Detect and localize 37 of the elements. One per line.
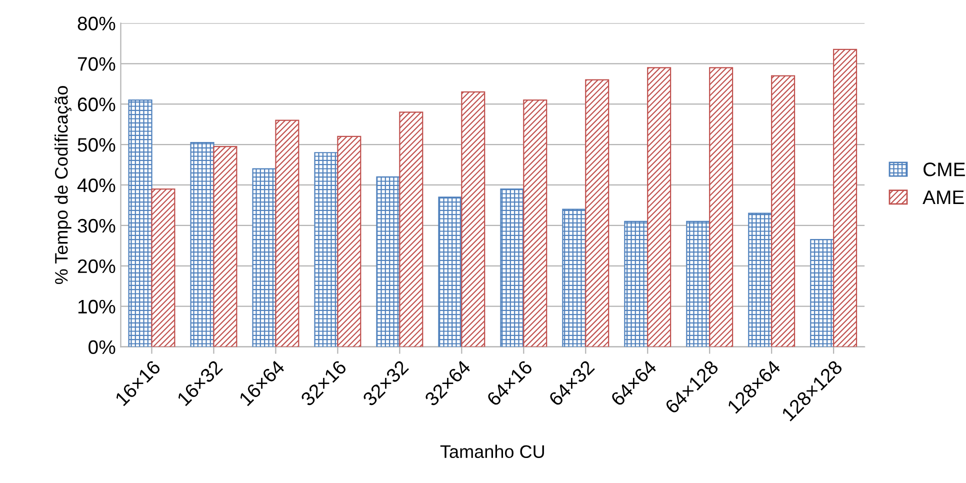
bar — [523, 99, 548, 347]
bar — [438, 196, 462, 347]
bar — [337, 136, 362, 347]
bar — [562, 208, 586, 347]
bar — [771, 75, 796, 347]
bar — [376, 176, 400, 347]
bar — [585, 79, 610, 347]
bar — [213, 146, 238, 347]
legend-label: CME — [924, 162, 965, 176]
bar — [275, 120, 300, 347]
x-axis-title: Tamanho CU — [440, 444, 544, 458]
bar — [686, 220, 710, 347]
bar — [748, 212, 772, 347]
bar — [128, 99, 152, 347]
bar — [151, 188, 176, 347]
bar — [314, 152, 338, 347]
y-tick-label: 10% — [78, 300, 116, 314]
bar — [190, 142, 214, 347]
y-tick-label: 80% — [78, 16, 116, 30]
y-tick-label: 0% — [88, 340, 116, 354]
y-axis-title: % Tempo de Codificação — [54, 86, 72, 284]
y-tick-label: 70% — [78, 57, 116, 71]
y-tick-label: 20% — [78, 259, 116, 274]
legend-label: AME — [922, 190, 964, 204]
bar — [709, 67, 734, 347]
bar — [810, 239, 834, 347]
y-tick-label: 50% — [78, 138, 116, 152]
bar — [647, 67, 672, 347]
y-tick-label: 30% — [78, 218, 116, 233]
bar — [624, 220, 648, 347]
bar — [461, 91, 486, 347]
bar — [833, 48, 858, 347]
y-tick-label: 40% — [77, 178, 116, 192]
bar — [252, 168, 276, 347]
y-tick-label: 60% — [78, 98, 116, 112]
bar — [399, 112, 424, 347]
bar — [500, 188, 524, 347]
